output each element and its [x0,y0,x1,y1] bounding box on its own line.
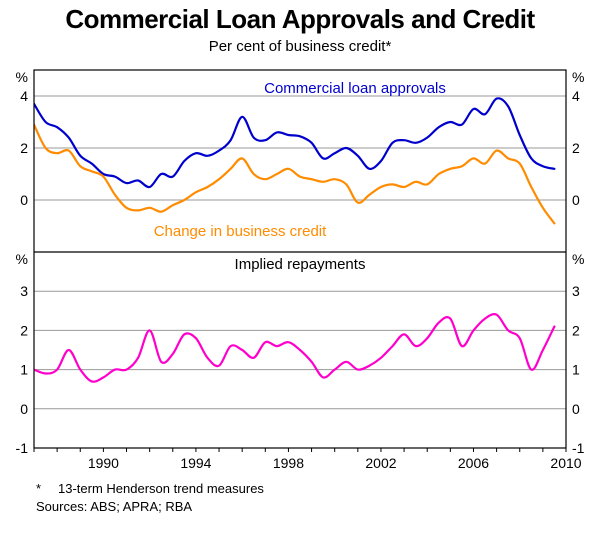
series-label-implied-repayments: Implied repayments [234,256,366,273]
svg-text:4: 4 [20,88,28,104]
svg-text:2006: 2006 [458,455,489,471]
svg-text:1990: 1990 [88,455,119,471]
svg-text:4: 4 [572,88,580,104]
svg-text:%: % [572,251,584,267]
svg-text:0: 0 [20,192,28,208]
svg-text:%: % [572,69,584,85]
svg-text:0: 0 [572,192,580,208]
series-label-change-in-business-credit: Change in business credit [153,223,327,240]
svg-text:2010: 2010 [550,455,581,471]
svg-text:%: % [16,251,28,267]
svg-text:2: 2 [572,140,580,156]
svg-text:2: 2 [20,140,28,156]
footnote-marker: * [36,481,42,496]
svg-text:1: 1 [20,362,28,378]
svg-text:2002: 2002 [365,455,396,471]
svg-text:-1: -1 [572,440,585,456]
svg-text:1994: 1994 [180,455,211,471]
svg-text:1998: 1998 [273,455,304,471]
chart-subtitle: Per cent of business credit* [208,38,392,55]
svg-text:%: % [16,69,28,85]
svg-text:3: 3 [572,283,580,299]
svg-text:0: 0 [572,401,580,417]
svg-text:3: 3 [20,283,28,299]
sources-line: Sources: ABS; APRA; RBA [36,499,193,514]
footnote: * 13-term Henderson trend measures [36,481,264,496]
svg-text:2: 2 [20,322,28,338]
svg-text:2: 2 [572,322,580,338]
series-label-commercial-loan-approvals: Commercial loan approvals [264,80,446,97]
footnote-text: 13-term Henderson trend measures [58,481,264,496]
svg-text:0: 0 [20,401,28,417]
chart-title: Commercial Loan Approvals and Credit [65,4,535,34]
svg-text:-1: -1 [16,440,29,456]
svg-text:1: 1 [572,362,580,378]
